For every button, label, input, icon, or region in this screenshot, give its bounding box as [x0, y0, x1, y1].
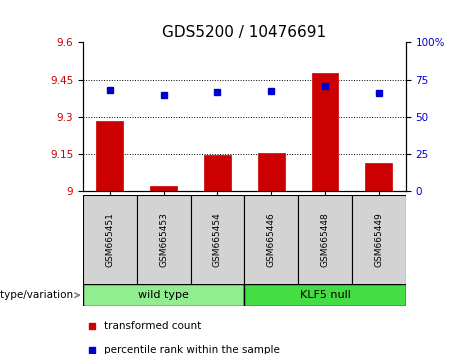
Text: GSM665449: GSM665449 — [374, 212, 383, 267]
Bar — [244, 284, 406, 306]
Bar — [83, 284, 244, 306]
Bar — [190, 195, 244, 285]
Text: GSM665454: GSM665454 — [213, 212, 222, 267]
Text: GSM665448: GSM665448 — [320, 212, 330, 267]
Bar — [137, 195, 190, 285]
Text: GSM665451: GSM665451 — [106, 212, 114, 267]
Text: transformed count: transformed count — [104, 321, 201, 331]
Text: GSM665446: GSM665446 — [267, 212, 276, 267]
Bar — [365, 163, 392, 191]
Bar — [312, 74, 338, 191]
Bar — [83, 195, 137, 285]
Bar — [298, 195, 352, 285]
Bar — [352, 195, 406, 285]
Text: genotype/variation: genotype/variation — [0, 290, 74, 300]
Bar — [96, 121, 123, 191]
Bar — [150, 186, 177, 191]
Text: KLF5 null: KLF5 null — [300, 290, 350, 300]
Text: GSM665453: GSM665453 — [159, 212, 168, 267]
Text: percentile rank within the sample: percentile rank within the sample — [104, 346, 280, 354]
Bar — [244, 195, 298, 285]
Bar — [204, 155, 231, 191]
Title: GDS5200 / 10476691: GDS5200 / 10476691 — [162, 25, 326, 40]
Bar — [258, 153, 284, 191]
Text: wild type: wild type — [138, 290, 189, 300]
